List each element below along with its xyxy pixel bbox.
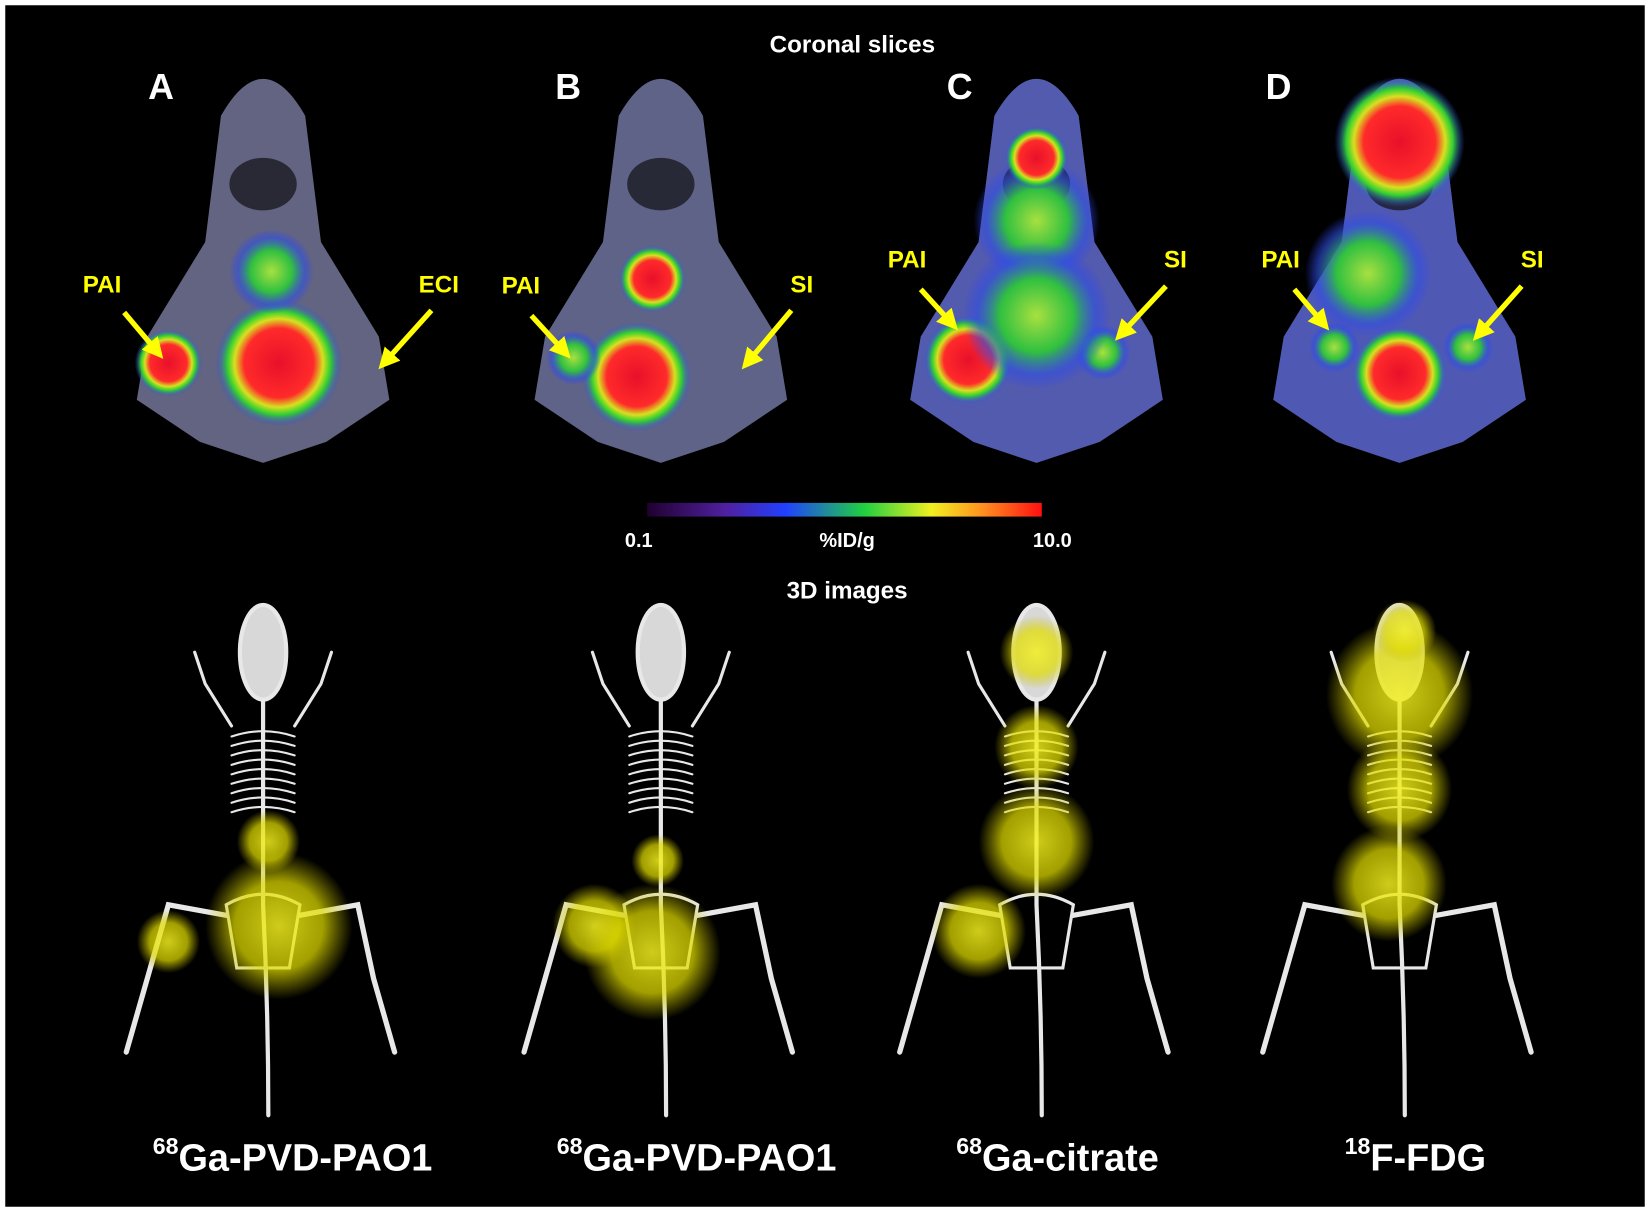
tracer-label: 18F-FDG — [1345, 1133, 1486, 1180]
uptake-spot — [1334, 76, 1465, 208]
section-3d: 3D images — [787, 578, 908, 605]
uptake-spot — [229, 229, 314, 314]
slice-lung — [627, 157, 695, 211]
colorbar — [647, 502, 1042, 517]
tracer-glow — [631, 834, 684, 887]
skull — [237, 602, 289, 702]
uptake-spot — [618, 245, 687, 313]
colorbar-unit: %ID/g — [819, 530, 875, 552]
tracer-label: 68Ga-PVD-PAO1 — [557, 1133, 837, 1180]
forelimb — [966, 650, 1107, 728]
rib — [230, 730, 296, 738]
rib — [230, 768, 296, 776]
tracer-label: 68Ga-PVD-PAO1 — [153, 1133, 433, 1180]
uptake-spot — [1304, 210, 1432, 337]
rib — [628, 796, 694, 804]
spine — [1034, 697, 1044, 1118]
tracer-mass: 18 — [1345, 1133, 1371, 1159]
tracer-name: Ga-PVD-PAO1 — [583, 1137, 837, 1179]
tracer-glow — [1346, 736, 1453, 842]
rib — [628, 758, 694, 766]
rib — [230, 749, 296, 757]
uptake-spot — [1309, 321, 1360, 373]
colorbar-min: 0.1 — [625, 530, 653, 552]
rib — [230, 739, 296, 747]
tracer-glow — [552, 883, 637, 968]
rib — [230, 796, 296, 804]
panel-letter: C — [947, 67, 973, 107]
arrow — [529, 313, 571, 359]
rib — [628, 730, 694, 738]
arrow — [1292, 287, 1330, 331]
skeleton — [123, 602, 398, 1118]
left-label: PAI — [888, 246, 927, 273]
hindlimb — [1260, 901, 1534, 1055]
tracer-glow — [1373, 599, 1437, 663]
skull — [635, 602, 687, 702]
tracer-glow — [205, 852, 353, 1000]
arrow — [741, 308, 794, 370]
tracer-glow — [1331, 825, 1447, 942]
tracer-label: 68Ga-citrate — [956, 1133, 1159, 1180]
uptake-spot — [581, 321, 692, 432]
tracer-glow — [236, 810, 300, 874]
right-label: SI — [790, 272, 813, 299]
tracer-name: Ga-PVD-PAO1 — [178, 1137, 432, 1179]
header: Coronal slices — [770, 32, 935, 59]
rib — [230, 758, 296, 766]
rib — [628, 768, 694, 776]
rib — [628, 749, 694, 757]
uptake-spot — [962, 241, 1111, 390]
tracer-glow — [931, 883, 1026, 979]
left-label: PAI — [502, 273, 541, 300]
rib — [230, 787, 296, 795]
arrow — [378, 308, 434, 370]
uptake-spot — [1004, 126, 1069, 190]
left-label: PAI — [1261, 246, 1300, 273]
arrow — [1472, 284, 1524, 341]
tracer-glow — [994, 704, 1079, 790]
tracer-name: F-FDG — [1370, 1137, 1486, 1179]
rib — [628, 739, 694, 747]
right-label: SI — [1164, 246, 1187, 273]
panel-letter: D — [1266, 67, 1292, 107]
right-label: SI — [1521, 246, 1544, 273]
rib — [628, 777, 694, 785]
forelimb — [590, 650, 731, 728]
arrow — [122, 310, 164, 359]
tracer-mass: 68 — [557, 1133, 583, 1159]
rib — [628, 805, 694, 814]
rib — [230, 805, 296, 814]
tracer-glow — [1325, 620, 1474, 769]
tracer-mass: 68 — [153, 1133, 179, 1159]
uptake-spot — [215, 299, 342, 427]
tracer-glow — [978, 783, 1095, 900]
panel-letter: A — [148, 67, 174, 107]
right-label: ECI — [419, 272, 459, 299]
left-label: PAI — [83, 272, 122, 299]
slice-lung — [229, 157, 297, 211]
artwork — [122, 76, 1534, 1118]
rib — [230, 777, 296, 785]
tracer-glow — [136, 910, 200, 974]
rib — [628, 787, 694, 795]
colorbar-max: 10.0 — [1033, 530, 1072, 552]
arrow — [918, 287, 958, 331]
tracer-mass: 68 — [956, 1133, 982, 1159]
tracer-name: Ga-citrate — [982, 1137, 1159, 1179]
tracer-glow — [999, 615, 1074, 690]
uptake-spot — [1352, 326, 1447, 421]
forelimb — [193, 650, 334, 728]
panel-letter: B — [555, 67, 581, 107]
arrow — [1114, 284, 1168, 341]
